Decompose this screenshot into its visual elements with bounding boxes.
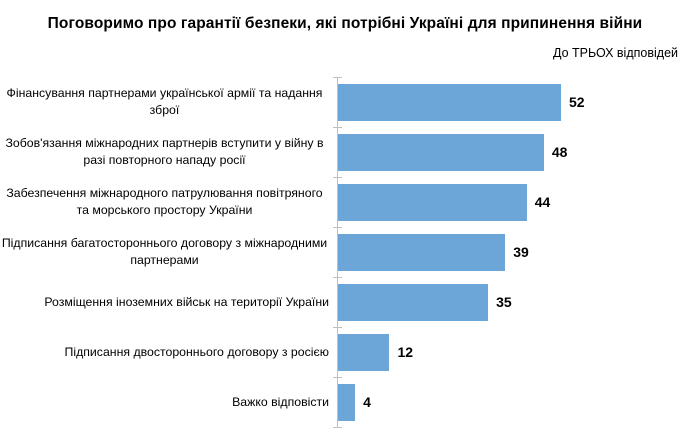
chart-row: Зобов'язання міжнародних партнерів вступ… bbox=[0, 127, 690, 177]
value-label: 35 bbox=[496, 294, 512, 310]
value-label: 4 bbox=[363, 394, 371, 410]
axis-tick bbox=[333, 227, 342, 228]
category-label: Підписання двостороннього договору з рос… bbox=[64, 344, 329, 359]
category-label: Забезпечення міжнародного патрулювання п… bbox=[6, 186, 323, 217]
chart-title: Поговоримо про гарантії безпеки, які пот… bbox=[47, 15, 643, 32]
value-label: 39 bbox=[513, 244, 529, 260]
chart-row: Підписання двостороннього договору з рос… bbox=[0, 327, 690, 377]
category-axis-line bbox=[337, 77, 338, 427]
bar-cell: 35 bbox=[329, 277, 690, 327]
category-label: Важко відповісти bbox=[232, 394, 329, 409]
value-label: 48 bbox=[551, 144, 568, 160]
bar-cell: 48 bbox=[329, 127, 690, 177]
category-label: Фінансування партнерами української армі… bbox=[6, 86, 323, 117]
chart-row: Розміщення іноземних військ на території… bbox=[0, 277, 690, 327]
axis-tick bbox=[333, 327, 342, 328]
value-label: 44 bbox=[534, 194, 551, 210]
value-label: 52 bbox=[569, 94, 585, 110]
bar bbox=[338, 233, 506, 271]
category-label: Розміщення іноземних військ на території… bbox=[44, 294, 329, 309]
bar bbox=[338, 133, 544, 171]
value-label: 12 bbox=[397, 344, 414, 360]
bar-cell: 44 bbox=[329, 177, 690, 227]
category-label: Зобов'язання міжнародних партнерів вступ… bbox=[5, 136, 324, 167]
bar-cell: 12 bbox=[329, 327, 690, 377]
chart-row: Фінансування партнерами української армі… bbox=[0, 77, 690, 127]
category-label: Підписання багатостороннього договору з … bbox=[1, 236, 328, 267]
axis-tick bbox=[333, 177, 342, 178]
bar-cell: 52 bbox=[329, 77, 690, 127]
bar-cell: 39 bbox=[329, 227, 690, 277]
axis-tick bbox=[333, 127, 342, 128]
bar-cell: 4 bbox=[329, 377, 690, 427]
axis-tick bbox=[333, 427, 342, 428]
axis-tick bbox=[333, 77, 342, 78]
chart-row: Підписання багатостороннього договору з … bbox=[0, 227, 690, 277]
plot-area: Фінансування партнерами української армі… bbox=[0, 77, 690, 427]
bar bbox=[338, 333, 390, 371]
chart-row: Важко відповісти 4 bbox=[0, 377, 690, 427]
answers-limit-note: До ТРЬОХ відповідей bbox=[553, 46, 678, 60]
axis-tick bbox=[333, 377, 342, 378]
bar bbox=[338, 183, 527, 221]
bar bbox=[338, 383, 356, 421]
bar bbox=[338, 83, 561, 121]
axis-tick bbox=[333, 277, 342, 278]
bar bbox=[338, 283, 489, 321]
chart-row: Забезпечення міжнародного патрулювання п… bbox=[0, 177, 690, 227]
